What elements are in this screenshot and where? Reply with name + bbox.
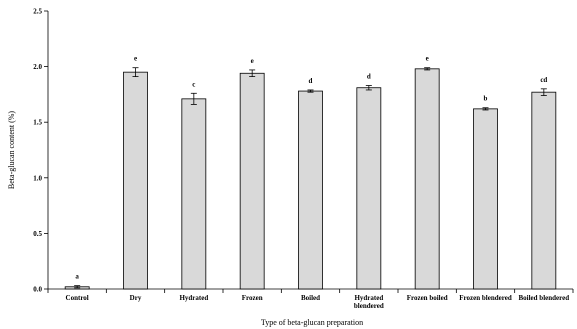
x-tick-label: Hydrated [179, 294, 208, 302]
x-tick-label: Frozen boiled [407, 294, 448, 302]
y-tick-label: 1.5 [33, 119, 42, 127]
significance-label: e [251, 57, 254, 65]
significance-label: d [367, 73, 371, 81]
x-tick-label: Dry [130, 294, 142, 302]
x-axis: Control Dry Hydrated Frozen Boiled Hydratedbl… [47, 288, 574, 310]
significance-label: b [484, 95, 488, 103]
bar [414, 68, 440, 290]
y-tick-label: 1.0 [33, 174, 42, 182]
bar [531, 91, 557, 290]
bar [356, 87, 382, 290]
bar [473, 108, 498, 290]
significance-label: cd [540, 76, 547, 84]
y-tick-label: 2.5 [33, 8, 42, 16]
bar [239, 72, 265, 290]
x-tick-label: Frozen blendered [459, 294, 512, 302]
bar [181, 98, 207, 290]
x-tick-label: Boiled [301, 294, 320, 302]
significance-label: d [309, 77, 313, 85]
y-tick-label: 0.0 [33, 286, 42, 294]
x-tick-label: Frozen [242, 294, 263, 302]
significance-label: c [192, 80, 195, 88]
x-tick-label: Control [66, 294, 89, 302]
significance-label: e [134, 55, 137, 63]
x-tick-label: Hydrated [354, 294, 383, 302]
bars: a e c e d d e b cd [64, 55, 557, 290]
y-axis-title: Beta-glucan content (%) [7, 111, 16, 190]
bar [123, 71, 148, 290]
y-tick-label: 0.5 [33, 230, 42, 238]
x-axis-title: Type of beta-glucan preparation [261, 318, 363, 327]
x-tick-label: Boiled blendered [519, 294, 570, 302]
y-axis: 0.0 0.5 1.0 1.5 2.0 2.5 [33, 8, 49, 294]
significance-label: e [426, 55, 429, 63]
y-tick-label: 2.0 [33, 63, 42, 71]
bar [298, 90, 323, 290]
significance-label: a [75, 273, 79, 281]
x-tick-label: blendered [354, 302, 384, 310]
